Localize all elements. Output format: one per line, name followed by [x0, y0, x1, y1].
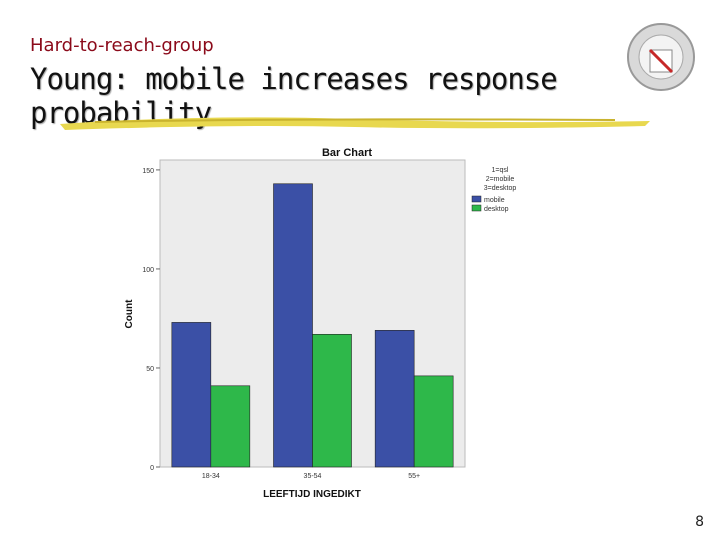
university-seal-logo — [627, 23, 695, 91]
chart-title: Bar Chart — [322, 147, 372, 159]
page-number: 8 — [695, 514, 704, 530]
bar-chart: Bar Chart Count LEEFTIJD INGEDIKT 0 50 100… — [124, 147, 517, 500]
bar-mobile — [273, 183, 313, 468]
decorative-brush-stroke — [60, 117, 650, 130]
bar-desktop — [312, 333, 352, 468]
y-tick-label: 150 — [142, 168, 154, 175]
legend-label-mobile: mobile — [484, 197, 505, 204]
legend-title-line: 3=desktop — [484, 185, 517, 192]
legend-swatch-mobile — [471, 195, 482, 203]
legend-swatch-desktop — [471, 204, 482, 212]
x-axis-label: LEEFTIJD INGEDIKT — [263, 489, 361, 500]
slide-title: Young: mobile increases response probabi… — [30, 62, 558, 130]
y-tick-label: 0 — [150, 465, 154, 472]
y-axis-label: Count — [124, 299, 135, 329]
y-tick-label: 100 — [142, 267, 154, 274]
legend-title-line: 2=mobile — [486, 176, 515, 183]
bar-mobile — [171, 322, 212, 468]
x-tick-label: 55+ — [408, 473, 420, 480]
slide-subtitle: Hard-to-reach-group — [30, 35, 214, 56]
y-tick-label: 50 — [146, 366, 154, 373]
bar-mobile — [374, 330, 415, 468]
legend-title-line: 1=qsl — [492, 167, 509, 174]
bar-desktop — [210, 385, 251, 468]
x-tick-label: 35-54 — [304, 473, 322, 480]
bar-desktop — [413, 375, 454, 468]
x-tick-label: 18-34 — [202, 473, 220, 480]
legend-label-desktop: desktop — [484, 206, 509, 213]
